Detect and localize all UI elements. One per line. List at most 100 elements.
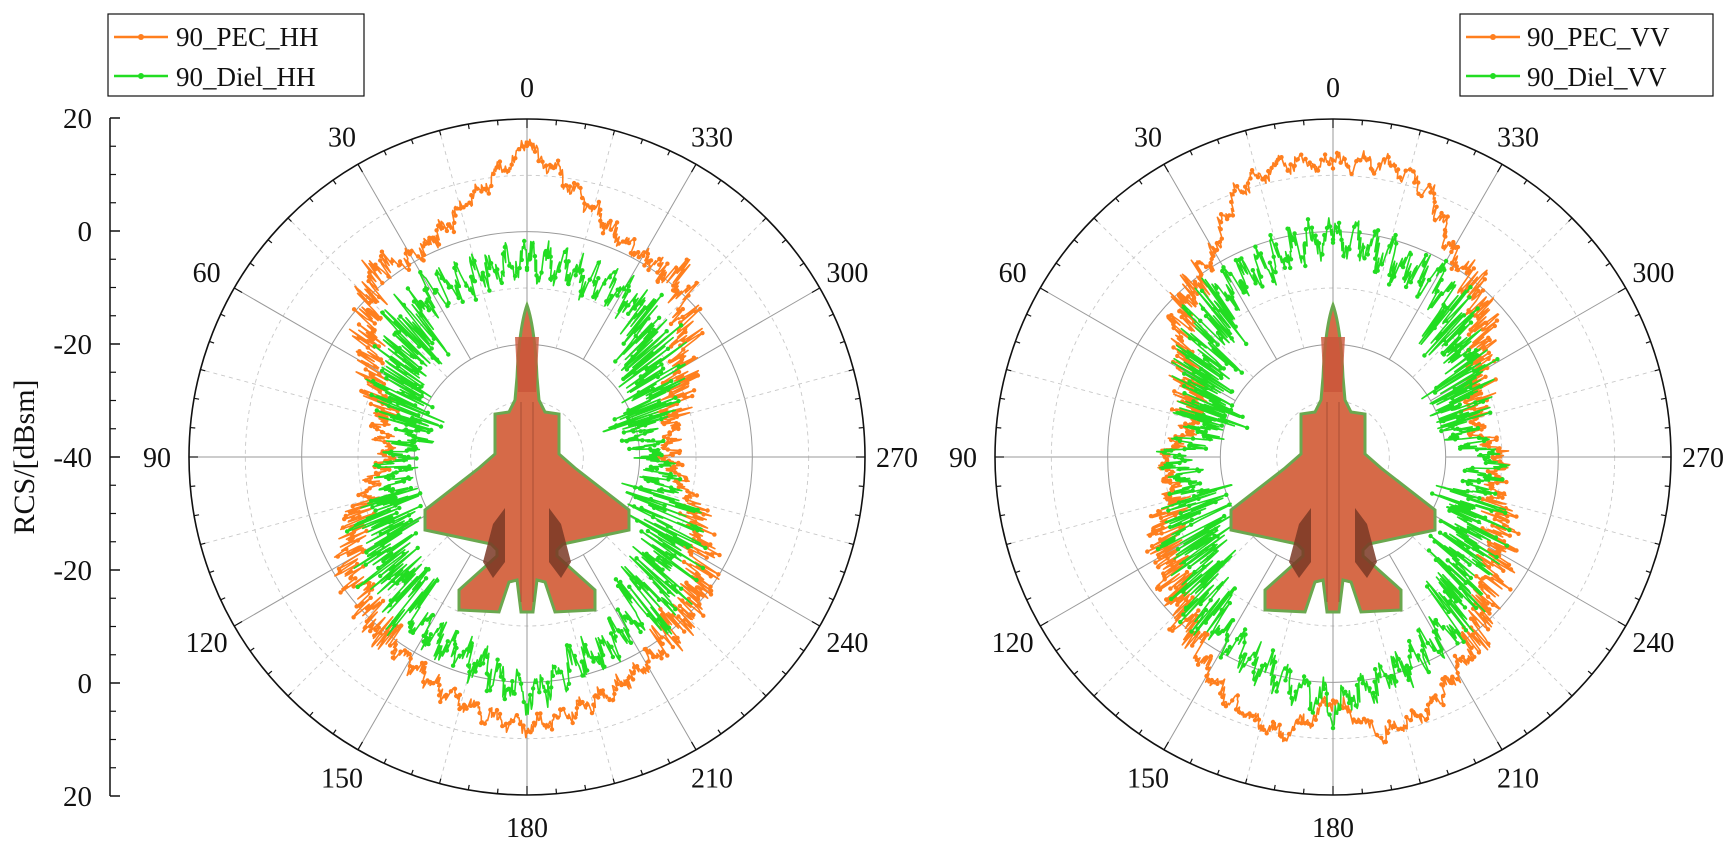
polar-ring-tick [309,711,314,717]
data-point [378,258,383,263]
data-point [571,180,577,186]
data-point [1309,722,1315,728]
polar-grid-spoke [582,554,697,750]
data-point [1455,267,1461,273]
data-point [659,292,664,298]
data-point [484,671,490,676]
data-point [634,664,640,669]
data-point [1444,318,1449,323]
aircraft-silhouette [1229,300,1437,614]
data-point [403,427,409,432]
data-point [512,691,517,696]
data-point [430,405,435,410]
data-point [1230,192,1235,197]
data-point [466,663,471,668]
data-point [659,362,664,367]
data-point [365,307,370,313]
data-point [1260,177,1265,182]
data-point [1443,258,1449,264]
polar-ring-tick [640,769,644,775]
data-point [413,531,419,536]
data-point [1343,689,1348,694]
data-point [647,446,653,452]
data-point [368,372,373,377]
data-point [382,422,387,427]
data-point [1182,391,1187,396]
data-point [376,344,382,349]
data-point [364,550,369,555]
polar-ring-tick [667,758,671,764]
data-point [661,456,666,461]
data-point [1404,714,1409,720]
data-point [1339,686,1345,691]
data-point [1407,167,1413,172]
data-point [1338,160,1343,165]
data-point [524,267,530,273]
polar-ring-tick [200,368,206,372]
data-point [1201,412,1206,418]
data-point [1160,466,1166,471]
data-point [1299,255,1304,260]
data-point [1218,227,1223,232]
data-point [1457,402,1463,407]
data-point [601,638,606,644]
data-point [1449,680,1455,686]
polar-ring-tick [1189,758,1193,764]
polar-ring-tick [828,597,834,601]
data-point [1180,433,1185,438]
data-point [624,678,629,684]
data-point [1467,495,1473,500]
data-point [1277,722,1282,727]
polar-ring-tick [781,670,787,675]
data-point [1474,574,1479,579]
legend-marker-pec [138,34,144,40]
data-point [1210,385,1215,390]
data-point [667,359,673,364]
data-point [1330,166,1336,171]
data-point [1203,313,1209,319]
data-point [360,549,366,554]
data-point [1184,296,1189,301]
data-point [717,552,722,558]
data-point [1416,628,1421,633]
data-point [1462,468,1468,473]
data-point [1463,628,1469,633]
data-point [682,394,687,399]
data-point [670,288,676,293]
data-point [1208,260,1213,266]
data-point [1373,667,1378,672]
data-point [486,273,491,278]
data-point [1156,555,1162,560]
data-point [1485,627,1491,632]
data-point [500,723,505,729]
polar-ring-tick [287,692,292,697]
data-point [1201,564,1207,570]
data-point [1466,507,1472,512]
data-point [694,493,700,498]
data-point [426,429,431,435]
data-point [1230,618,1236,623]
data-point [534,711,540,716]
data-point [1468,285,1473,290]
data-point [1449,505,1454,511]
data-point [1251,670,1256,675]
data-point [1474,605,1479,611]
polar-ring-tick [1015,340,1021,344]
data-point [515,269,520,275]
data-point [417,580,422,586]
data-point [425,617,430,622]
data-point [1483,320,1489,325]
data-point [612,277,617,282]
data-point [1292,163,1297,168]
data-point [1250,268,1256,273]
data-point [1273,682,1278,687]
polar-series-hh [333,138,722,739]
data-point [385,434,391,440]
data-point [1204,385,1209,391]
data-point [1426,548,1432,553]
data-point [1341,253,1346,259]
data-point [1473,348,1479,353]
polar-ring-tick [1660,514,1666,517]
data-point [387,395,392,401]
data-point [500,270,505,275]
